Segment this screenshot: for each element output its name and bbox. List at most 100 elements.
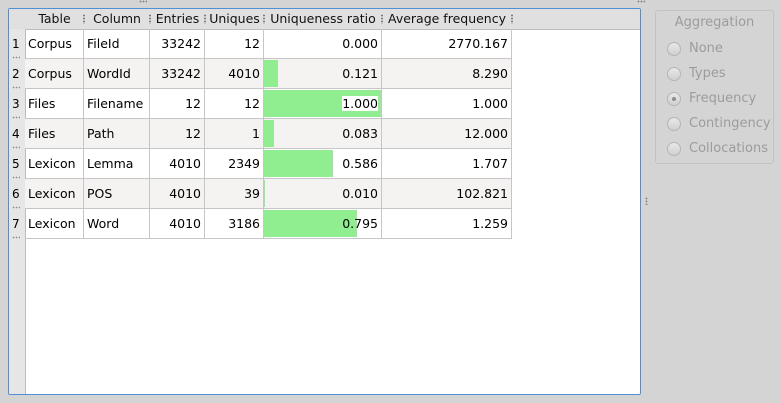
cell-column[interactable]: Lemma xyxy=(84,149,150,179)
cell-uniqueness-ratio[interactable]: 1.000 xyxy=(264,89,382,119)
row-number[interactable]: 1 xyxy=(9,29,25,59)
cell-column[interactable]: Path xyxy=(84,119,150,149)
row-number[interactable]: 6 xyxy=(9,179,25,209)
cell-average-frequency[interactable]: 102.821 xyxy=(382,179,512,209)
row-number[interactable]: 3 xyxy=(9,89,25,119)
cell-entries[interactable]: 12 xyxy=(150,119,205,149)
cell-column[interactable]: FileId xyxy=(84,29,150,59)
table-row[interactable]: Lexicon Word 4010 3186 0.795 1.259 xyxy=(25,209,512,239)
table-row[interactable]: Lexicon Lemma 4010 2349 0.586 1.707 xyxy=(25,149,512,179)
cell-table[interactable]: Lexicon xyxy=(25,179,84,209)
cell-average-frequency[interactable]: 1.707 xyxy=(382,149,512,179)
cell-uniqueness-ratio[interactable]: 0.000 xyxy=(264,29,382,59)
table-row[interactable]: Lexicon POS 4010 39 0.010 102.821 xyxy=(25,179,512,209)
cell-uniques[interactable]: 39 xyxy=(205,179,264,209)
row-number[interactable]: 2 xyxy=(9,59,25,89)
cell-entries[interactable]: 4010 xyxy=(150,209,205,239)
radio-button-icon[interactable] xyxy=(667,42,681,56)
cell-uniqueness-ratio[interactable]: 0.010 xyxy=(264,179,382,209)
cell-table[interactable]: Files xyxy=(25,119,84,149)
cell-table[interactable]: Corpus xyxy=(25,29,84,59)
col-header-entries[interactable]: Entries xyxy=(150,9,206,29)
table-row[interactable]: Files Path 12 1 0.083 12.000 xyxy=(25,119,512,149)
top-splitter-handle[interactable] xyxy=(139,0,147,3)
results-table[interactable]: Table Column Entries Uniques Uniqueness … xyxy=(8,8,641,395)
top-right-splitter-handle[interactable] xyxy=(637,0,645,3)
col-header-column[interactable]: Column xyxy=(84,9,151,29)
radio-button-icon[interactable] xyxy=(667,117,681,131)
cell-table[interactable]: Lexicon xyxy=(25,209,84,239)
radio-button-icon[interactable] xyxy=(667,67,681,81)
cell-uniques-text: 12 xyxy=(244,36,260,51)
cell-entries[interactable]: 4010 xyxy=(150,149,205,179)
cell-uniques-text: 12 xyxy=(244,96,260,111)
col-header-uniqueness-ratio[interactable]: Uniqueness ratio xyxy=(264,9,383,29)
row-number-label: 5 xyxy=(12,157,20,171)
cell-uniques[interactable]: 12 xyxy=(205,29,264,59)
ratio-bar xyxy=(264,210,357,237)
cell-average-frequency[interactable]: 12.000 xyxy=(382,119,512,149)
cell-uniques[interactable]: 3186 xyxy=(205,209,264,239)
cell-average-frequency-text: 1.000 xyxy=(472,96,508,111)
row-resize-handle[interactable] xyxy=(12,86,20,89)
row-number[interactable]: 4 xyxy=(9,119,25,149)
cell-column[interactable]: POS xyxy=(84,179,150,209)
cell-column[interactable]: Filename xyxy=(84,89,150,119)
col-header-uniques[interactable]: Uniques xyxy=(205,9,265,29)
cell-uniqueness-ratio-text: 0.795 xyxy=(342,216,378,231)
row-resize-handle[interactable] xyxy=(12,56,20,59)
cell-uniqueness-ratio[interactable]: 0.586 xyxy=(264,149,382,179)
col-header-table[interactable]: Table xyxy=(25,9,85,29)
col-header-average-frequency[interactable]: Average frequency xyxy=(382,9,513,29)
cell-uniqueness-ratio[interactable]: 0.795 xyxy=(264,209,382,239)
table-row[interactable]: Corpus FileId 33242 12 0.000 2770.167 xyxy=(25,29,512,59)
cell-entries[interactable]: 4010 xyxy=(150,179,205,209)
cell-table[interactable]: Corpus xyxy=(25,59,84,89)
row-resize-handle[interactable] xyxy=(12,146,20,149)
cell-uniques[interactable]: 12 xyxy=(205,89,264,119)
cell-uniqueness-ratio-text: 1.000 xyxy=(342,96,378,111)
cell-column[interactable]: Word xyxy=(84,209,150,239)
row-resize-handle[interactable] xyxy=(12,116,20,119)
radio-label: None xyxy=(689,41,723,56)
cell-uniqueness-ratio-text: 0.000 xyxy=(342,36,378,51)
cell-average-frequency[interactable]: 2770.167 xyxy=(382,29,512,59)
cell-uniques[interactable]: 1 xyxy=(205,119,264,149)
cell-average-frequency-text: 12.000 xyxy=(464,126,508,141)
cell-average-frequency-text: 8.290 xyxy=(472,66,508,81)
vertical-splitter-handle[interactable] xyxy=(645,197,648,205)
cell-entries[interactable]: 33242 xyxy=(150,29,205,59)
cell-uniques[interactable]: 2349 xyxy=(205,149,264,179)
cell-entries-text: 12 xyxy=(185,126,201,141)
cell-uniqueness-ratio[interactable]: 0.083 xyxy=(264,119,382,149)
cell-average-frequency[interactable]: 1.000 xyxy=(382,89,512,119)
cell-column-text: POS xyxy=(87,186,113,201)
cell-table[interactable]: Files xyxy=(25,89,84,119)
cell-average-frequency[interactable]: 8.290 xyxy=(382,59,512,89)
row-number[interactable]: 5 xyxy=(9,149,25,179)
cell-entries[interactable]: 33242 xyxy=(150,59,205,89)
cell-uniques[interactable]: 4010 xyxy=(205,59,264,89)
row-resize-handle[interactable] xyxy=(12,176,20,179)
cell-table-text: Corpus xyxy=(28,66,72,81)
row-resize-handle[interactable] xyxy=(12,236,20,239)
cell-entries[interactable]: 12 xyxy=(150,89,205,119)
cell-average-frequency-text: 2770.167 xyxy=(448,36,508,51)
cell-table-text: Corpus xyxy=(28,36,72,51)
radio-button-icon[interactable] xyxy=(667,92,681,106)
table-row[interactable]: Files Filename 12 12 1.000 1.000 xyxy=(25,89,512,119)
cell-average-frequency-text: 1.707 xyxy=(472,156,508,171)
cell-column[interactable]: WordId xyxy=(84,59,150,89)
table-header: Table Column Entries Uniques Uniqueness … xyxy=(9,9,640,30)
row-number[interactable]: 7 xyxy=(9,209,25,239)
radio-button-icon[interactable] xyxy=(667,142,681,156)
cell-table[interactable]: Lexicon xyxy=(25,149,84,179)
cell-uniqueness-ratio-text: 0.121 xyxy=(342,66,378,81)
table-row[interactable]: Corpus WordId 33242 4010 0.121 8.290 xyxy=(25,59,512,89)
ratio-bar xyxy=(264,180,266,207)
cell-column-text: Word xyxy=(87,216,120,231)
corner-button[interactable] xyxy=(9,9,25,29)
cell-average-frequency[interactable]: 1.259 xyxy=(382,209,512,239)
cell-uniqueness-ratio[interactable]: 0.121 xyxy=(264,59,382,89)
row-resize-handle[interactable] xyxy=(12,206,20,209)
